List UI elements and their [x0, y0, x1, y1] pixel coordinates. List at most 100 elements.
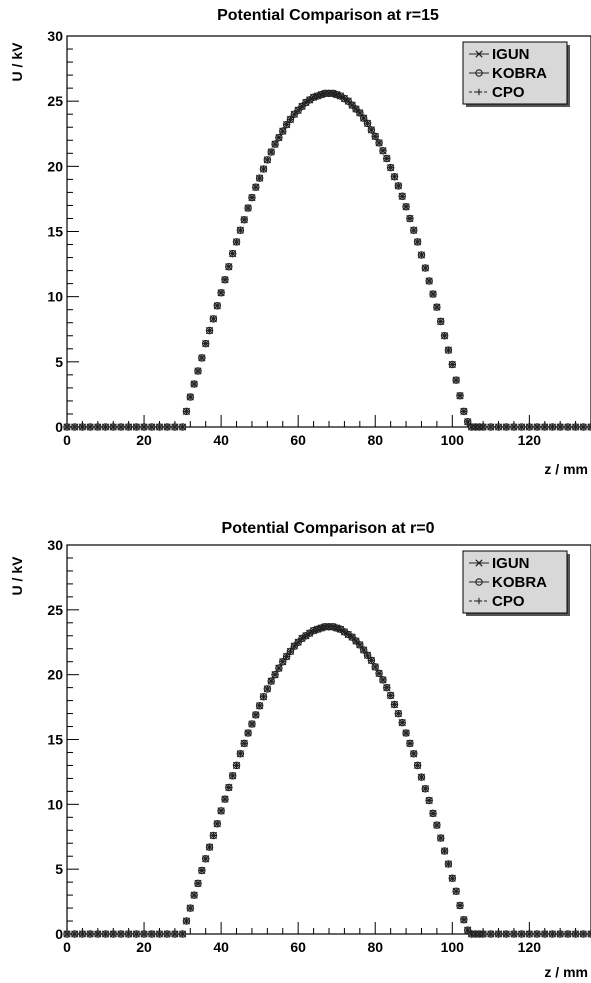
data-point-cpo	[360, 646, 367, 654]
data-point-cpo	[418, 251, 425, 259]
data-point-cpo	[372, 663, 379, 671]
legend-label-igun: IGUN	[492, 555, 530, 572]
data-point-cpo	[248, 720, 256, 728]
data-point-cpo	[406, 740, 414, 747]
data-point-cpo	[464, 926, 471, 934]
data-point-cpo	[445, 346, 452, 354]
y-tick-label: 5	[55, 861, 63, 877]
legend: IGUN KOBRA CPO	[462, 550, 570, 616]
data-point-cpo	[580, 930, 587, 938]
data-point-cpo	[291, 642, 298, 650]
y-tick-label: 20	[47, 667, 63, 683]
data-point-cpo	[110, 930, 117, 938]
y-tick-label: 25	[47, 602, 63, 618]
data-point-cpo	[102, 930, 109, 938]
data-point-cpo	[237, 226, 244, 234]
data-point-cpo	[217, 807, 225, 815]
data-points	[63, 622, 591, 938]
data-point-cpo	[429, 290, 437, 298]
data-point-cpo	[287, 648, 294, 655]
data-point-cpo	[133, 930, 140, 938]
data-point-cpo	[198, 354, 206, 362]
data-point-cpo	[233, 762, 240, 769]
data-point-cpo	[210, 315, 217, 323]
data-point-cpo	[541, 423, 548, 431]
data-point-cpo	[179, 423, 186, 431]
data-point-cpo	[375, 670, 383, 677]
data-point-cpo	[364, 120, 371, 127]
data-point-cpo	[294, 639, 302, 646]
data-point-cpo	[526, 423, 533, 431]
data-point-cpo	[395, 182, 402, 190]
x-axis-label: z / mm	[544, 964, 588, 980]
x-tick-label: 120	[518, 939, 542, 955]
data-point-cpo	[63, 423, 71, 431]
data-point-cpo	[437, 834, 444, 842]
data-point-cpo	[379, 147, 387, 154]
data-point-cpo	[456, 392, 464, 399]
data-point-cpo	[487, 930, 495, 938]
data-point-cpo	[437, 318, 444, 325]
data-point-cpo	[564, 930, 572, 938]
data-point-cpo	[117, 930, 125, 938]
data-point-cpo	[214, 820, 221, 827]
data-point-cpo	[479, 930, 487, 938]
data-point-cpo	[183, 917, 190, 925]
y-axis: 0 5 10 15 20 25 30	[47, 28, 79, 435]
data-point-cpo	[256, 702, 263, 709]
data-point-cpo	[194, 880, 202, 887]
data-point-cpo	[117, 423, 125, 431]
data-point-cpo	[479, 423, 487, 431]
data-point-cpo	[125, 423, 132, 431]
data-point-cpo	[86, 930, 94, 938]
x-tick-label: 0	[63, 432, 71, 448]
data-point-cpo	[71, 423, 78, 431]
data-point-cpo	[194, 367, 202, 375]
data-point-cpo	[252, 711, 259, 719]
x-tick-label: 80	[367, 432, 383, 448]
data-point-cpo	[580, 423, 587, 431]
legend-marker-igun	[475, 559, 483, 567]
data-point-cpo	[241, 740, 248, 747]
y-tick-label: 30	[47, 28, 63, 44]
chart-title: Potential Comparison at r=0	[222, 520, 435, 537]
data-point-cpo	[260, 165, 267, 173]
x-tick-label: 80	[367, 939, 383, 955]
data-point-cpo	[449, 361, 456, 368]
data-point-cpo	[156, 423, 163, 431]
data-point-cpo	[387, 692, 394, 699]
chart-panel-top: Potential Comparison at r=15 U / kV z / …	[9, 7, 591, 477]
data-point-cpo	[352, 105, 360, 113]
data-point-cpo	[402, 203, 410, 210]
legend-label-kobra: KOBRA	[492, 574, 547, 591]
data-point-cpo	[549, 930, 556, 938]
data-point-cpo	[587, 423, 591, 431]
data-point-cpo	[229, 772, 236, 780]
data-point-cpo	[125, 930, 132, 938]
x-axis: 0 20 40 60 80 100 120	[63, 922, 591, 955]
data-point-cpo	[171, 423, 179, 431]
data-point-cpo	[352, 637, 360, 645]
data-point-cpo	[372, 133, 379, 140]
data-point-cpo	[510, 423, 518, 431]
data-point-cpo	[233, 238, 240, 246]
data-point-cpo	[248, 194, 256, 201]
data-point-cpo	[452, 376, 460, 384]
x-axis-label: z / mm	[544, 461, 588, 477]
data-point-cpo	[487, 423, 495, 431]
data-point-cpo	[260, 693, 267, 700]
legend-label-cpo: CPO	[492, 593, 525, 610]
data-point-cpo	[94, 930, 102, 938]
data-point-cpo	[399, 193, 406, 200]
data-point-cpo	[456, 902, 464, 909]
data-point-cpo	[564, 423, 572, 431]
legend-label-kobra: KOBRA	[492, 65, 547, 82]
data-point-cpo	[279, 127, 286, 135]
data-point-cpo	[348, 101, 356, 109]
data-point-cpo	[495, 423, 502, 431]
y-tick-label: 5	[55, 354, 63, 370]
data-point-cpo	[541, 930, 548, 938]
y-tick-label: 15	[47, 732, 63, 748]
data-point-cpo	[572, 930, 579, 938]
